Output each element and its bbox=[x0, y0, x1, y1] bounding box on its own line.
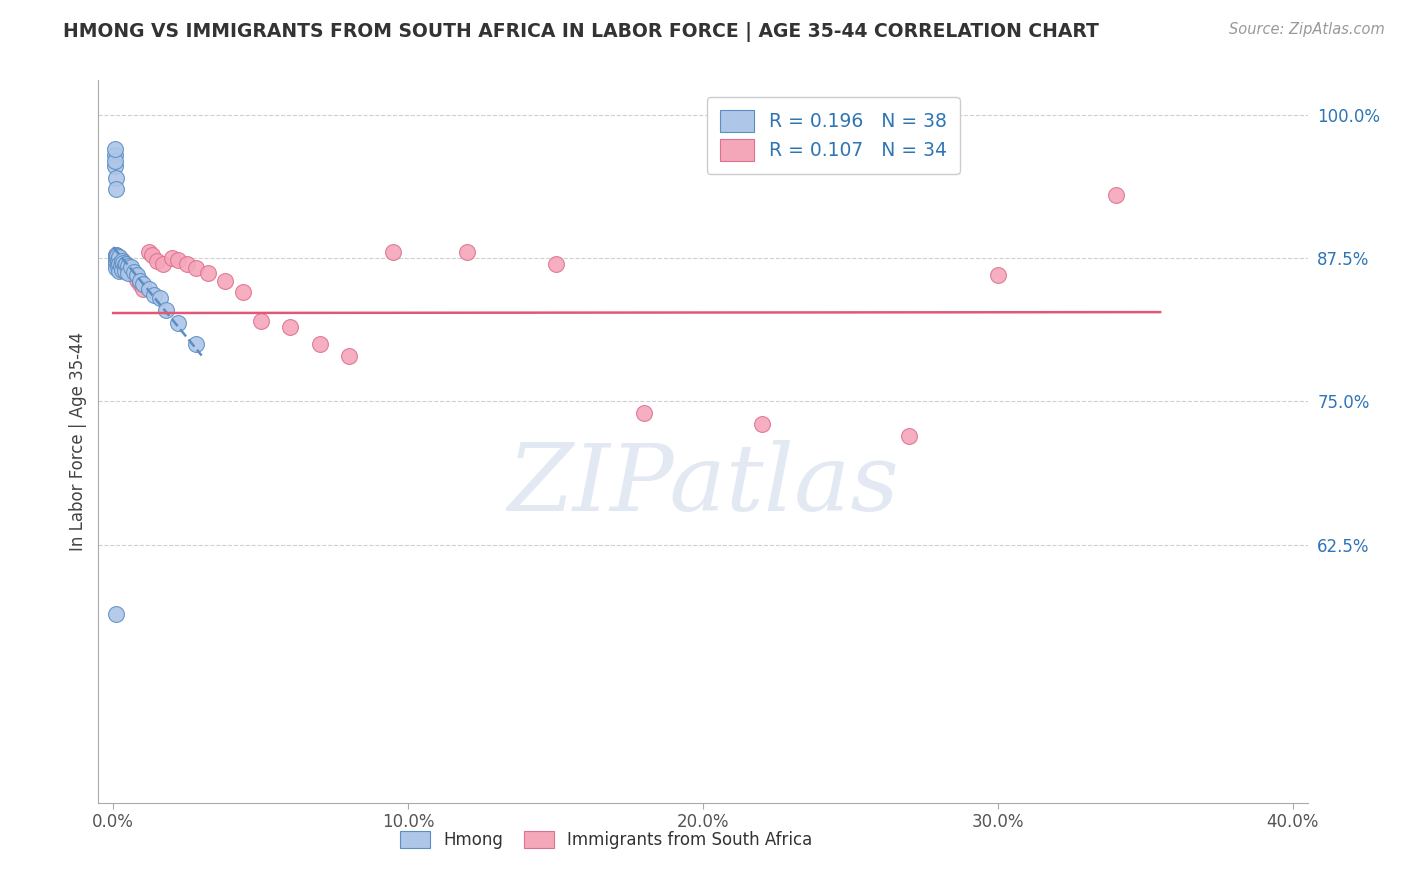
Point bbox=[131, 277, 153, 292]
Point bbox=[117, 259, 139, 273]
Point bbox=[167, 317, 190, 331]
Point bbox=[107, 259, 129, 273]
Point bbox=[114, 257, 136, 271]
Point bbox=[131, 282, 153, 296]
Point bbox=[114, 258, 136, 272]
Text: Source: ZipAtlas.com: Source: ZipAtlas.com bbox=[1229, 22, 1385, 37]
Point bbox=[115, 257, 138, 271]
Point bbox=[120, 263, 142, 277]
Point bbox=[105, 247, 128, 261]
Point bbox=[117, 266, 139, 280]
Point bbox=[105, 261, 128, 276]
Text: HMONG VS IMMIGRANTS FROM SOUTH AFRICA IN LABOR FORCE | AGE 35-44 CORRELATION CHA: HMONG VS IMMIGRANTS FROM SOUTH AFRICA IN… bbox=[63, 22, 1099, 42]
Point bbox=[105, 607, 128, 621]
Point bbox=[278, 319, 301, 334]
Point bbox=[111, 262, 134, 277]
Point bbox=[128, 274, 150, 288]
Point bbox=[155, 302, 177, 317]
Point bbox=[105, 254, 128, 268]
Point bbox=[138, 282, 160, 296]
Point bbox=[104, 182, 127, 196]
Point bbox=[141, 247, 163, 261]
Point bbox=[108, 250, 131, 264]
Point bbox=[112, 255, 135, 269]
Point bbox=[107, 253, 129, 268]
Point bbox=[105, 247, 128, 261]
Point bbox=[120, 260, 142, 275]
Point bbox=[184, 261, 207, 276]
Legend: Hmong, Immigrants from South Africa: Hmong, Immigrants from South Africa bbox=[394, 824, 818, 856]
Point bbox=[138, 245, 160, 260]
Point bbox=[122, 265, 145, 279]
Point bbox=[898, 429, 921, 443]
Point bbox=[104, 170, 127, 185]
Point bbox=[214, 274, 236, 288]
Point bbox=[337, 349, 360, 363]
Text: ZIPatlas: ZIPatlas bbox=[508, 440, 898, 530]
Point bbox=[382, 245, 405, 260]
Point bbox=[232, 285, 254, 300]
Point bbox=[176, 257, 198, 271]
Point bbox=[143, 287, 166, 301]
Point bbox=[104, 153, 127, 168]
Point bbox=[108, 250, 131, 264]
Point bbox=[108, 257, 131, 271]
Point bbox=[751, 417, 773, 432]
Point bbox=[105, 249, 128, 263]
Point bbox=[117, 260, 139, 275]
Point bbox=[105, 251, 128, 265]
Point bbox=[184, 337, 207, 351]
Point bbox=[197, 266, 219, 280]
Point bbox=[633, 406, 655, 420]
Point bbox=[146, 254, 169, 268]
Point bbox=[108, 263, 131, 277]
Point bbox=[122, 268, 145, 283]
Point bbox=[308, 337, 330, 351]
Point bbox=[104, 142, 127, 156]
Point bbox=[125, 273, 148, 287]
Point bbox=[110, 259, 132, 273]
Point bbox=[128, 277, 150, 292]
Point bbox=[149, 291, 172, 305]
Point bbox=[111, 254, 134, 268]
Point bbox=[152, 257, 174, 271]
Point bbox=[1105, 188, 1128, 202]
Point bbox=[544, 257, 567, 271]
Point bbox=[160, 251, 183, 265]
Point bbox=[104, 148, 127, 162]
Point bbox=[249, 314, 271, 328]
Point bbox=[167, 253, 190, 268]
Point bbox=[111, 253, 134, 268]
Y-axis label: In Labor Force | Age 35-44: In Labor Force | Age 35-44 bbox=[69, 332, 87, 551]
Point bbox=[987, 268, 1010, 283]
Point bbox=[125, 268, 148, 283]
Point bbox=[105, 257, 128, 271]
Point bbox=[114, 263, 136, 277]
Point bbox=[104, 159, 127, 173]
Point bbox=[456, 245, 478, 260]
